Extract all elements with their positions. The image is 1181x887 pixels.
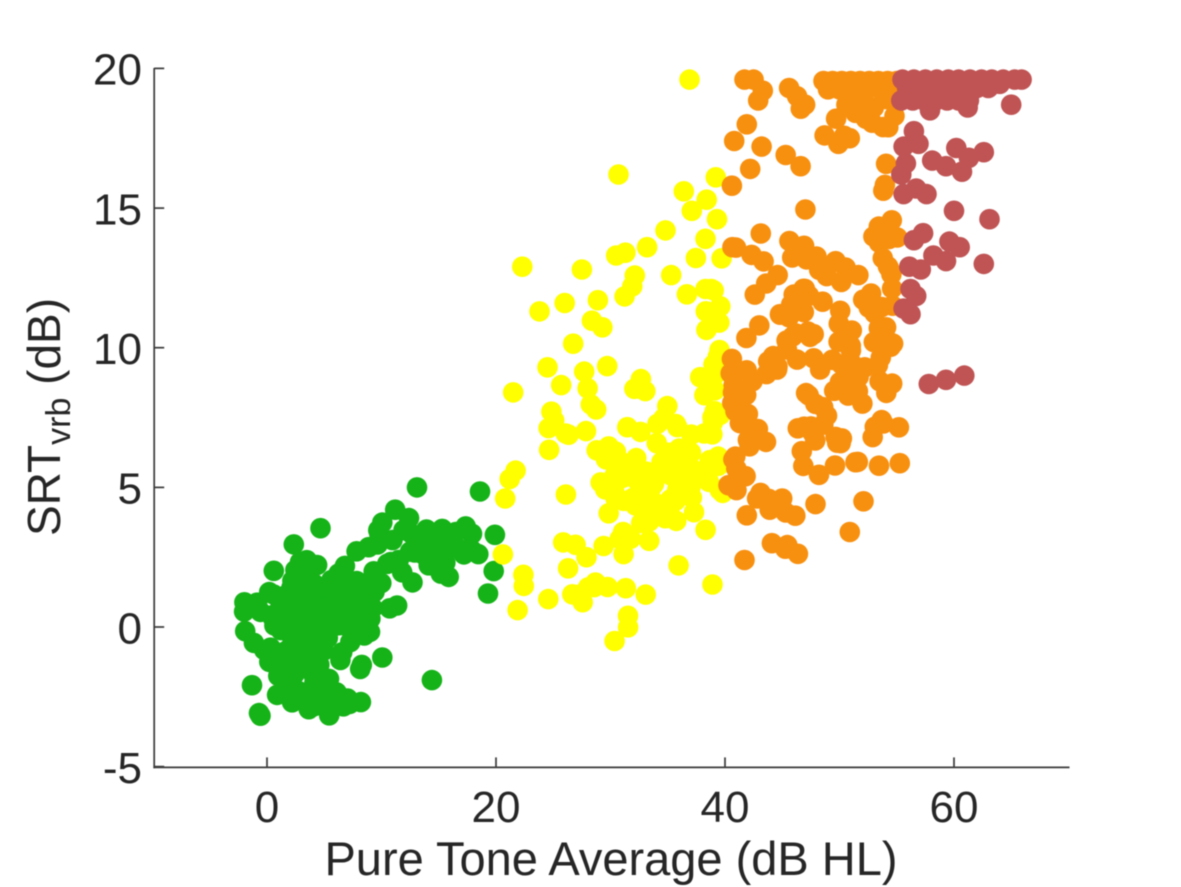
svg-text:Pure Tone Average (dB HL): Pure Tone Average (dB HL) bbox=[324, 832, 897, 885]
svg-text:0: 0 bbox=[255, 783, 279, 832]
svg-text:0: 0 bbox=[118, 604, 142, 653]
svg-text:40: 40 bbox=[701, 783, 750, 832]
svg-text:10: 10 bbox=[93, 325, 142, 374]
svg-text:5: 5 bbox=[118, 465, 142, 514]
svg-text:-5: -5 bbox=[103, 744, 142, 793]
svg-text:15: 15 bbox=[93, 185, 142, 234]
svg-text:20: 20 bbox=[93, 46, 142, 95]
svg-text:60: 60 bbox=[930, 783, 979, 832]
svg-text:20: 20 bbox=[472, 783, 521, 832]
